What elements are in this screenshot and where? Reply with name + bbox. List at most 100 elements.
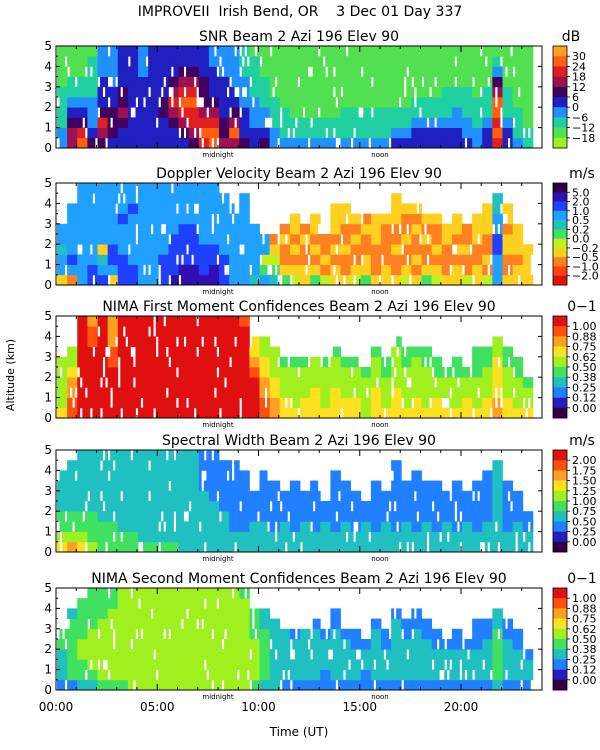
heatmap-cell (469, 127, 473, 139)
heatmap-cell (120, 346, 124, 358)
heatmap-cell (507, 234, 511, 245)
heatmap-cell (181, 326, 184, 337)
heatmap-cell (155, 56, 159, 67)
heatmap-cell (236, 407, 240, 419)
heatmap-cell (145, 244, 149, 255)
heatmap-cell (89, 264, 93, 276)
heatmap-cell (158, 203, 162, 214)
heatmap-cell (373, 274, 377, 286)
heatmap-cell (469, 234, 473, 245)
heatmap-cell (315, 127, 319, 139)
heatmap-cell (112, 367, 116, 378)
heatmap-cell (239, 336, 243, 347)
heatmap-cell (492, 86, 496, 98)
heatmap-cell (396, 244, 400, 255)
heatmap-cell (127, 367, 131, 378)
heatmap-cell (92, 66, 96, 77)
heatmap-cell (464, 407, 468, 419)
heatmap-cell (163, 117, 167, 128)
heatmap-cell (92, 511, 96, 522)
heatmap-cell (421, 244, 425, 255)
heatmap-cell (57, 407, 60, 419)
heatmap-cell (368, 86, 372, 98)
heatmap-cell (350, 213, 354, 225)
heatmap-cell (353, 234, 357, 245)
heatmap-cell (345, 203, 349, 214)
heatmap-cell (120, 274, 124, 286)
heatmap-cell (413, 387, 417, 398)
heatmap-cell (315, 223, 319, 235)
heatmap-cell (472, 254, 476, 265)
heatmap-cell (241, 66, 245, 77)
heatmap-cell (62, 254, 66, 265)
heatmap-cell (502, 127, 506, 139)
heatmap-cell (94, 193, 98, 204)
heatmap-cell (439, 234, 443, 245)
heatmap-cell (59, 387, 63, 398)
heatmap-cell (62, 490, 66, 502)
heatmap-cell (505, 107, 508, 118)
heatmap-cell (74, 356, 78, 368)
heatmap-cell (310, 397, 314, 409)
heatmap-cell (130, 213, 134, 225)
heatmap-cell (373, 107, 377, 118)
heatmap-cell (122, 367, 126, 378)
heatmap-cell (406, 387, 410, 398)
heatmap-cell (522, 407, 526, 419)
heatmap-cell (378, 127, 382, 139)
heatmap-cell (343, 254, 346, 265)
heatmap-cell (178, 367, 182, 378)
heatmap-cell (512, 107, 516, 118)
heatmap-cell (300, 397, 303, 409)
heatmap-cell (188, 46, 192, 57)
heatmap-cell (127, 274, 131, 286)
heatmap-cell (322, 356, 326, 368)
heatmap-cell (150, 66, 154, 77)
heatmap-cell (267, 234, 271, 245)
heatmap-cell (451, 234, 455, 245)
heatmap-cell (251, 336, 255, 347)
heatmap-cell (191, 244, 195, 255)
heatmap-cell (138, 66, 141, 77)
heatmap-cell (140, 407, 144, 419)
heatmap-cell (196, 193, 200, 204)
heatmap-cell (201, 356, 205, 368)
heatmap-cell (59, 521, 63, 532)
heatmap-cell (494, 407, 498, 419)
heatmap-cell (515, 254, 519, 265)
heatmap-cell (89, 254, 93, 265)
heatmap-cell (74, 127, 78, 139)
heatmap-cell (163, 254, 167, 265)
heatmap-cell (345, 254, 349, 265)
heatmap-cell (302, 76, 306, 88)
heatmap-cell (484, 86, 488, 98)
heatmap-cell (249, 387, 253, 398)
heatmap-cell (150, 407, 154, 419)
heatmap-cell (102, 511, 106, 522)
heatmap-cell (201, 56, 205, 67)
heatmap-cell (231, 117, 235, 128)
heatmap-cell (499, 346, 503, 358)
heatmap-cell (363, 127, 367, 139)
heatmap-cell (279, 407, 283, 419)
heatmap-cell (259, 407, 263, 419)
heatmap-cell (89, 541, 93, 553)
heatmap-cell (335, 46, 339, 57)
heatmap-cell (173, 127, 177, 139)
heatmap-cell (82, 76, 86, 88)
heatmap-cell (181, 193, 184, 204)
heatmap-cell (444, 86, 448, 98)
heatmap-cell (79, 137, 83, 149)
heatmap-cell (203, 213, 207, 225)
heatmap-cell (337, 213, 341, 225)
heatmap-cell (138, 264, 141, 276)
heatmap-cell (398, 377, 402, 388)
heatmap-cell (413, 264, 417, 276)
heatmap-cell (74, 377, 78, 388)
heatmap-cell (244, 377, 248, 388)
heatmap-cell (239, 193, 243, 204)
heatmap-cell (267, 367, 271, 378)
heatmap-cell (332, 254, 336, 265)
heatmap-cell (203, 223, 207, 235)
